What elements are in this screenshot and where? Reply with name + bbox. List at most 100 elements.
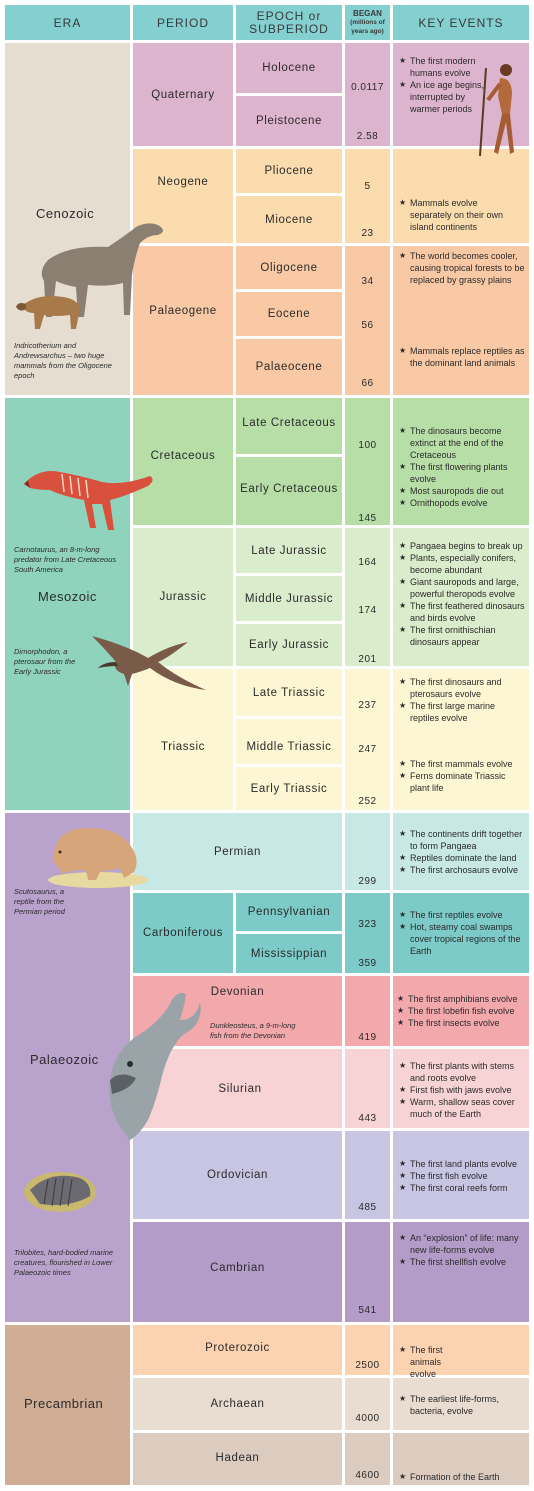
epoch-late-triassic-cell: [236, 669, 342, 716]
began-silurian: 443: [358, 1113, 377, 1124]
header-began: BEGAN (millions of years ago): [345, 5, 390, 40]
period-archaean-cell: [133, 1378, 342, 1430]
began-ordovician-cell: [345, 1131, 390, 1219]
began-archaean-cell: [345, 1378, 390, 1430]
event-item: The earliest life-forms, bacteria, evolv…: [399, 1393, 525, 1417]
began-proterozoic-cell: [345, 1325, 390, 1375]
began-holocene: 0.0117: [351, 82, 384, 93]
period-hadean-cell: [133, 1433, 342, 1485]
began-mississippian: 359: [358, 958, 377, 969]
scutosaurus-caption: Scutosaurus, a reptile from the Permian …: [14, 887, 65, 916]
began-middle-jurassic: 174: [358, 605, 377, 616]
period-triassic-label: Triassic: [161, 741, 205, 753]
period-neogene-label: Neogene: [157, 176, 209, 188]
event-item: The first archosaurs evolve: [399, 864, 525, 876]
header-epoch: EPOCH or SUBPERIOD: [236, 5, 342, 40]
began-hadean: 4600: [355, 1470, 380, 1481]
epoch-late-jurassic-cell: [236, 528, 342, 573]
began-pleistocene: 2.58: [356, 131, 379, 142]
events-cretaceous: The dinosaurs become extinct at the end …: [399, 425, 525, 509]
epoch-middle-jurassic-label: Middle Jurassic: [244, 592, 334, 605]
dunkleosteus-illustration: [109, 992, 201, 1140]
period-proterozoic-cell: [133, 1325, 342, 1375]
events-quaternary: The first modern humans evolve An ice ag…: [399, 55, 485, 115]
period-palaeogene-label: Palaeogene: [149, 305, 217, 317]
indricotherium-caption: Indricotherium and Andrewsarchus – two h…: [14, 341, 112, 380]
period-cretaceous-cell: [133, 398, 233, 525]
event-item: The first large marine reptiles evolve: [399, 700, 525, 724]
event-item: Giant sauropods and large, powerful ther…: [399, 576, 529, 600]
event-item: The first shellfish evolve: [399, 1256, 525, 1268]
period-triassic-cell: [133, 669, 233, 810]
epoch-early-cretaceous-cell: [236, 457, 342, 525]
epoch-early-jurassic-label: Early Jurassic: [249, 639, 329, 651]
began-devonian: 419: [358, 1032, 377, 1043]
event-item: The first land plants evolve: [399, 1158, 525, 1170]
event-item: The dinosaurs become extinct at the end …: [399, 425, 525, 461]
period-cambrian-label: Cambrian: [210, 1262, 265, 1274]
began-quaternary-cell: [345, 43, 390, 146]
event-item: Ferns dominate Triassic plant life: [399, 770, 525, 794]
header-epoch-line2: SUBPERIOD: [249, 21, 329, 36]
began-triassic-cell: [345, 669, 390, 810]
period-palaeogene-cell: [133, 246, 233, 395]
began-late-cretaceous: 100: [358, 440, 377, 451]
epoch-early-jurassic-cell: [236, 624, 342, 666]
epoch-early-cretaceous-label: Early Cretaceous: [240, 483, 338, 495]
epoch-oligocene-cell: [236, 246, 342, 289]
event-item: An “explosion” of life: many new life-fo…: [399, 1232, 525, 1256]
began-permian: 299: [358, 876, 377, 887]
began-silurian-cell: [345, 1049, 390, 1128]
epoch-middle-triassic-cell: [236, 719, 342, 764]
event-item: Most sauropods die out: [399, 485, 525, 497]
events-palaeocene: Mammals replace reptiles as the dominant…: [399, 345, 525, 369]
began-archaean: 4000: [355, 1413, 380, 1424]
era-palaeozoic: [5, 813, 130, 1322]
event-item: The first plants with stems and roots ev…: [399, 1060, 525, 1084]
epoch-pennsylvanian-label: Pennsylvanian: [247, 906, 331, 918]
epoch-middle-triassic-label: Middle Triassic: [246, 740, 332, 753]
events-devonian: The first amphibians evolve The first lo…: [397, 993, 529, 1029]
period-proterozoic-label: Proterozoic: [205, 1342, 270, 1354]
event-item: First fish with jaws evolve: [399, 1084, 525, 1096]
header-events: KEY EVENTS: [393, 5, 529, 40]
epoch-oligocene-label: Oligocene: [260, 261, 318, 274]
event-item: The first fish evolve: [399, 1170, 525, 1182]
began-proterozoic: 2500: [355, 1360, 380, 1371]
indricotherium-illustration: [16, 223, 163, 329]
scutosaurus-illustration: [48, 828, 148, 888]
period-permian-label: Permian: [213, 845, 262, 858]
event-item: Warm, shallow seas cover much of the Ear…: [399, 1096, 525, 1120]
period-carboniferous-label: Carboniferous: [142, 927, 224, 939]
epoch-holocene-label: Holocene: [262, 62, 316, 74]
era-precambrian-label: Precambrian: [24, 1396, 104, 1411]
era-cenozoic: [5, 43, 130, 395]
period-ordovician-cell: [133, 1131, 342, 1219]
events-proterozoic: The first animals evolve: [399, 1344, 469, 1380]
events-hadean: Formation of the Earth: [399, 1471, 525, 1483]
event-item: The first flowering plants evolve: [399, 461, 525, 485]
header-events-label: KEY EVENTS: [418, 15, 504, 30]
period-archaean-label: Archaean: [210, 1398, 265, 1410]
events-ordovician: The first land plants evolve The first f…: [399, 1158, 525, 1194]
epoch-late-cretaceous-cell: [236, 398, 342, 454]
event-item: The world becomes cooler, causing tropic…: [399, 250, 525, 286]
period-silurian-cell: [133, 1049, 342, 1128]
events-neogene: Mammals evolve separately on their own i…: [399, 197, 517, 233]
event-item: Reptiles dominate the land: [399, 852, 525, 864]
header-began-line3: years ago): [351, 28, 384, 35]
epoch-pennsylvanian-cell: [236, 893, 342, 931]
began-pennsylvanian: 323: [358, 919, 377, 930]
began-miocene: 23: [361, 228, 374, 239]
event-item: An ice age begins, interrupted by warmer…: [399, 79, 485, 115]
began-jurassic-cell: [345, 528, 390, 666]
header-period: PERIOD: [133, 5, 233, 40]
epoch-middle-jurassic-cell: [236, 576, 342, 621]
began-palaeogene-cell: [345, 246, 390, 395]
carnotaurus-caption: Carnotaurus, an 8-m-long predator from L…: [14, 545, 117, 574]
began-neogene-cell: [345, 149, 390, 243]
began-pliocene: 5: [364, 181, 371, 192]
began-hadean-cell: [345, 1433, 390, 1485]
events-carboniferous: The first reptiles evolve Hot, steamy co…: [399, 909, 525, 957]
epoch-pleistocene-cell: [236, 96, 342, 146]
